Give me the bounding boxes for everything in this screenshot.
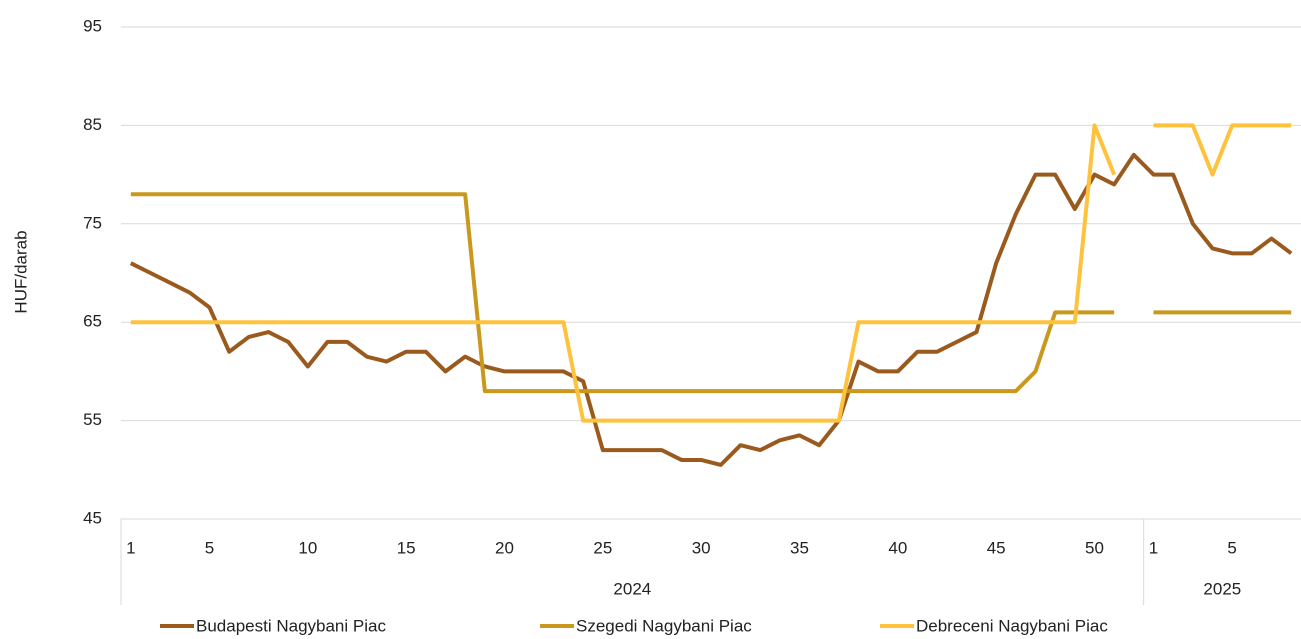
y-tick-label: 95 (83, 16, 102, 35)
line-series (129, 152, 1293, 467)
y-tick-label: 65 (83, 312, 102, 331)
x-tick-label: 45 (987, 538, 1006, 557)
x-group-label: 2024 (613, 579, 651, 598)
x-tick-label: 10 (298, 538, 317, 557)
legend-label: Szegedi Nagybani Piac (576, 616, 752, 635)
x-tick-label: 30 (692, 538, 711, 557)
x-tick-label: 40 (888, 538, 907, 557)
line-series (130, 192, 1292, 394)
y-tick-label: 85 (83, 115, 102, 134)
x-group-label: 2025 (1203, 579, 1241, 598)
x-tick-label: 15 (397, 538, 416, 557)
y-axis-label: HUF/darab (11, 230, 30, 313)
y-tick-label: 55 (83, 410, 102, 429)
legend-label: Debreceni Nagybani Piac (916, 616, 1108, 635)
x-tick-label: 35 (790, 538, 809, 557)
x-tick-label: 1 (1149, 538, 1158, 557)
x-tick-label: 5 (1227, 538, 1236, 557)
y-tick-label: 75 (83, 213, 102, 232)
x-tick-label: 5 (205, 538, 214, 557)
x-tick-label: 1 (126, 538, 135, 557)
x-tick-label: 25 (593, 538, 612, 557)
x-tick-label: 20 (495, 538, 514, 557)
line-series (130, 123, 1292, 423)
y-tick-label: 45 (83, 508, 102, 527)
legend-label: Budapesti Nagybani Piac (196, 616, 386, 635)
x-tick-label: 50 (1085, 538, 1104, 557)
